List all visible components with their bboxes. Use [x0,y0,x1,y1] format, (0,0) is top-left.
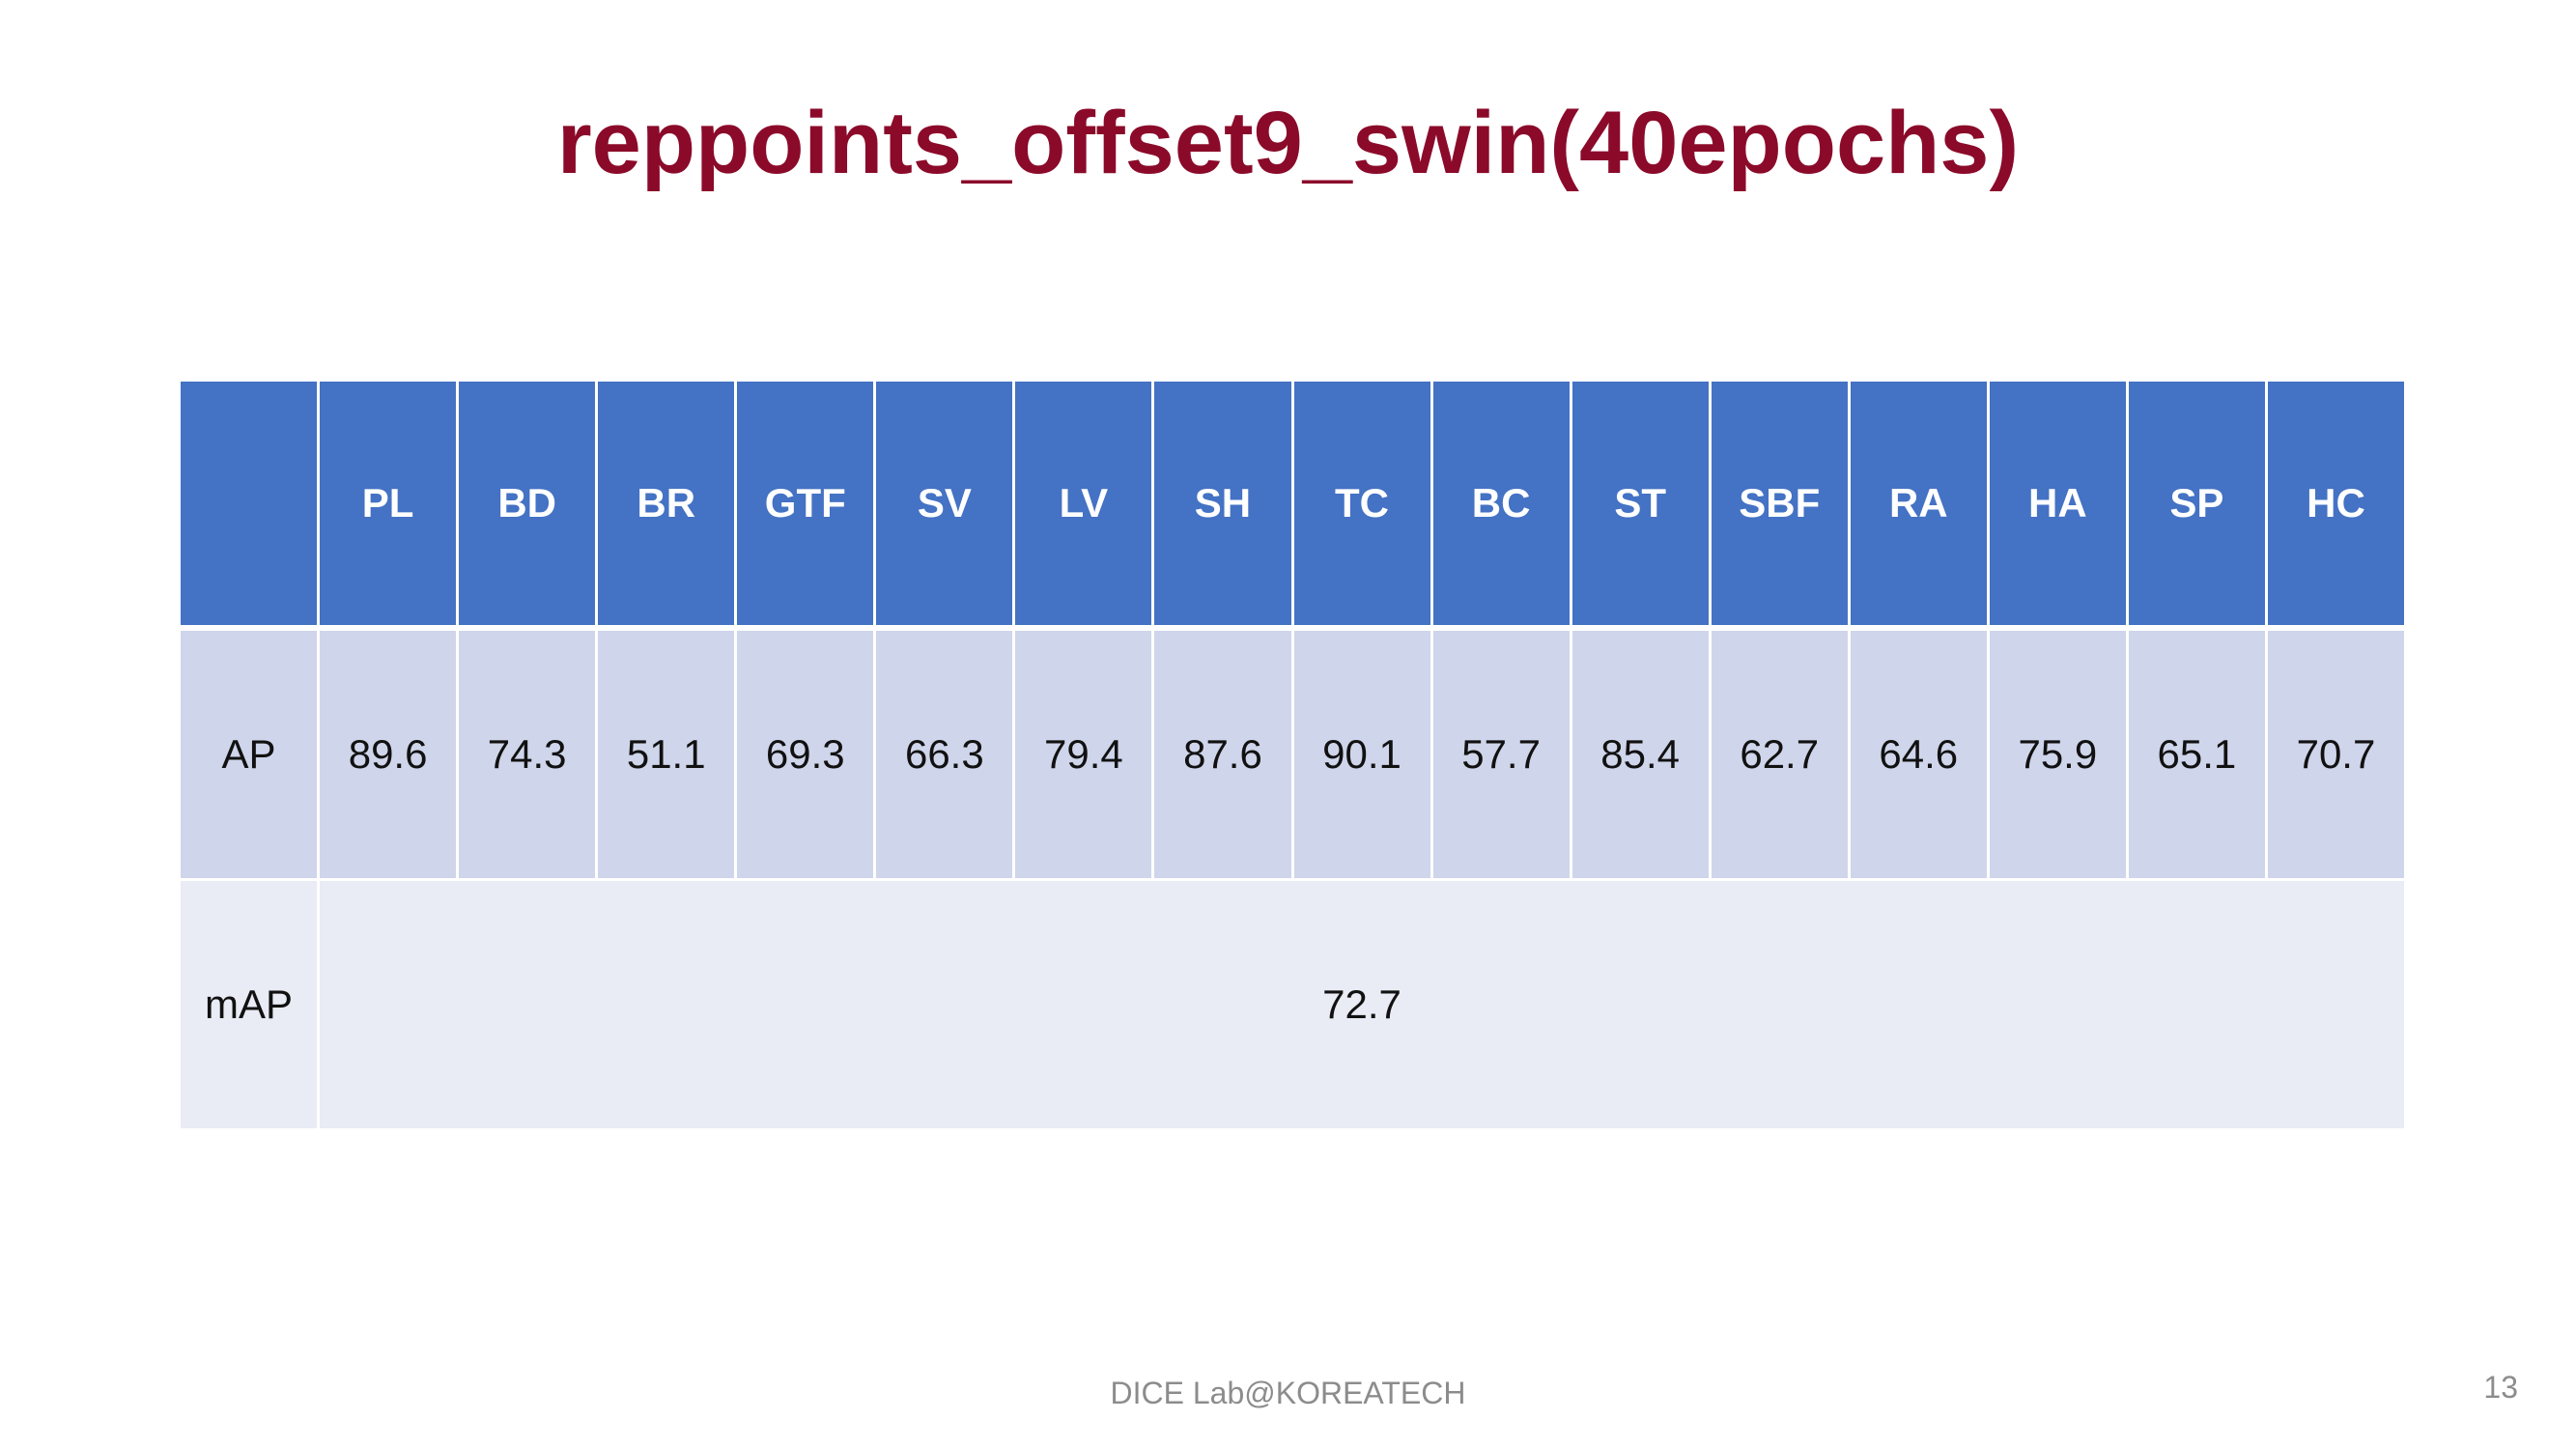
header-cell-st: ST [1569,379,1712,630]
header-cell-sbf: SBF [1708,379,1851,630]
ap-cell-sbf: 62.7 [1708,626,1851,881]
header-cell-ra: RA [1847,379,1990,630]
ap-cell-st: 85.4 [1569,626,1712,881]
header-cell-gtf: GTF [734,379,877,630]
header-corner-cell [177,379,321,630]
header-cell-lv: LV [1012,379,1155,630]
ap-row-label: AP [177,626,321,881]
map-row-label: mAP [177,878,321,1131]
ap-cell-tc: 90.1 [1290,626,1433,881]
header-cell-hc: HC [2264,379,2408,630]
ap-cell-sv: 66.3 [873,626,1016,881]
ap-cell-pl: 89.6 [317,626,460,881]
header-cell-bc: BC [1430,379,1572,630]
ap-cell-ha: 75.9 [1986,626,2129,881]
ap-cell-bd: 74.3 [456,626,599,881]
ap-cell-hc: 70.7 [2264,626,2408,881]
slide-title: reppoints_offset9_swin(40epochs) [556,94,2020,192]
header-cell-sh: SH [1151,379,1294,630]
header-cell-ha: HA [1986,379,2129,630]
ap-cell-bc: 57.7 [1430,626,1572,881]
ap-cell-br: 51.1 [595,626,738,881]
header-cell-bd: BD [456,379,599,630]
ap-row: AP 89.6 74.3 51.1 69.3 66.3 79.4 87.6 90… [177,626,2408,881]
ap-cell-gtf: 69.3 [734,626,877,881]
ap-cell-sp: 65.1 [2125,626,2268,881]
header-cell-br: BR [595,379,738,630]
ap-cell-ra: 64.6 [1847,626,1990,881]
ap-cell-lv: 79.4 [1012,626,1155,881]
header-cell-sv: SV [873,379,1016,630]
header-cell-sp: SP [2125,379,2268,630]
ap-cell-sh: 87.6 [1151,626,1294,881]
footer-text: DICE Lab@KOREATECH [1110,1376,1466,1410]
map-row: mAP 72.7 [177,878,2407,1131]
page-number: 13 [2483,1370,2518,1405]
header-cell-tc: TC [1290,379,1433,630]
map-value-cell: 72.7 [317,878,2407,1131]
results-table: PL BD BR GTF SV LV SH TC BC ST SBF RA HA… [177,379,2408,1131]
header-cell-pl: PL [317,379,460,630]
table-header-row: PL BD BR GTF SV LV SH TC BC ST SBF RA HA… [177,379,2408,630]
